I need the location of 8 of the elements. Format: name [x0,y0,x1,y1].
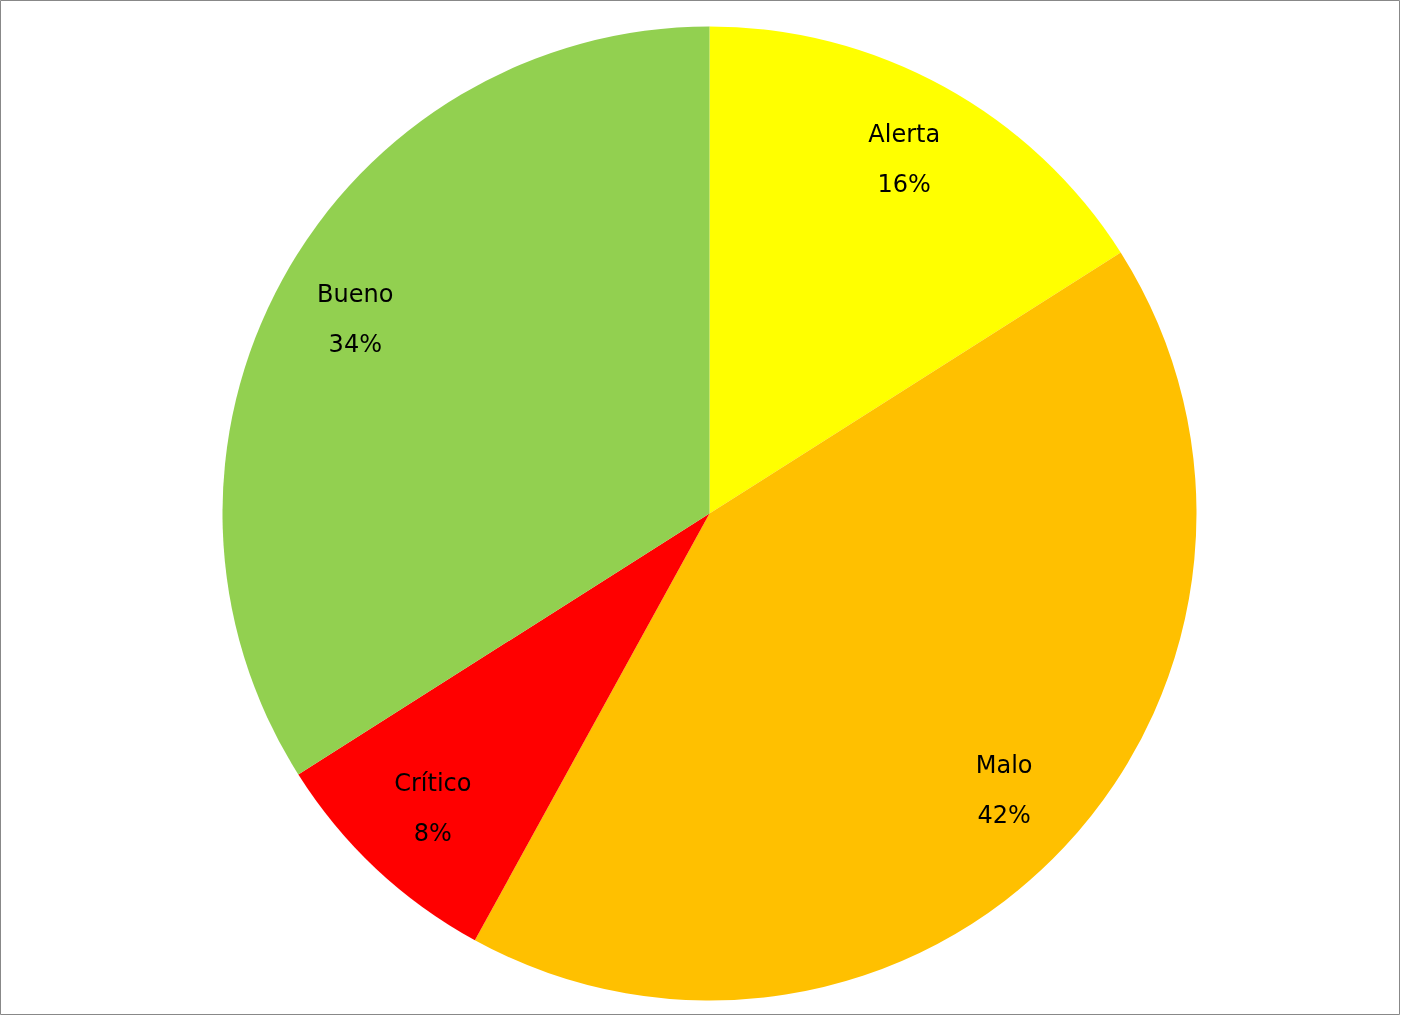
slice-label: Malo [975,751,1033,780]
data-label: 16% [877,170,931,199]
slice-label: Crítico [394,769,472,798]
data-label: 42% [977,801,1031,830]
slice-label: Bueno [317,279,394,308]
slice-label: Alerta [868,120,941,149]
data-label: 34% [328,329,382,358]
data-label: 8% [413,819,452,848]
